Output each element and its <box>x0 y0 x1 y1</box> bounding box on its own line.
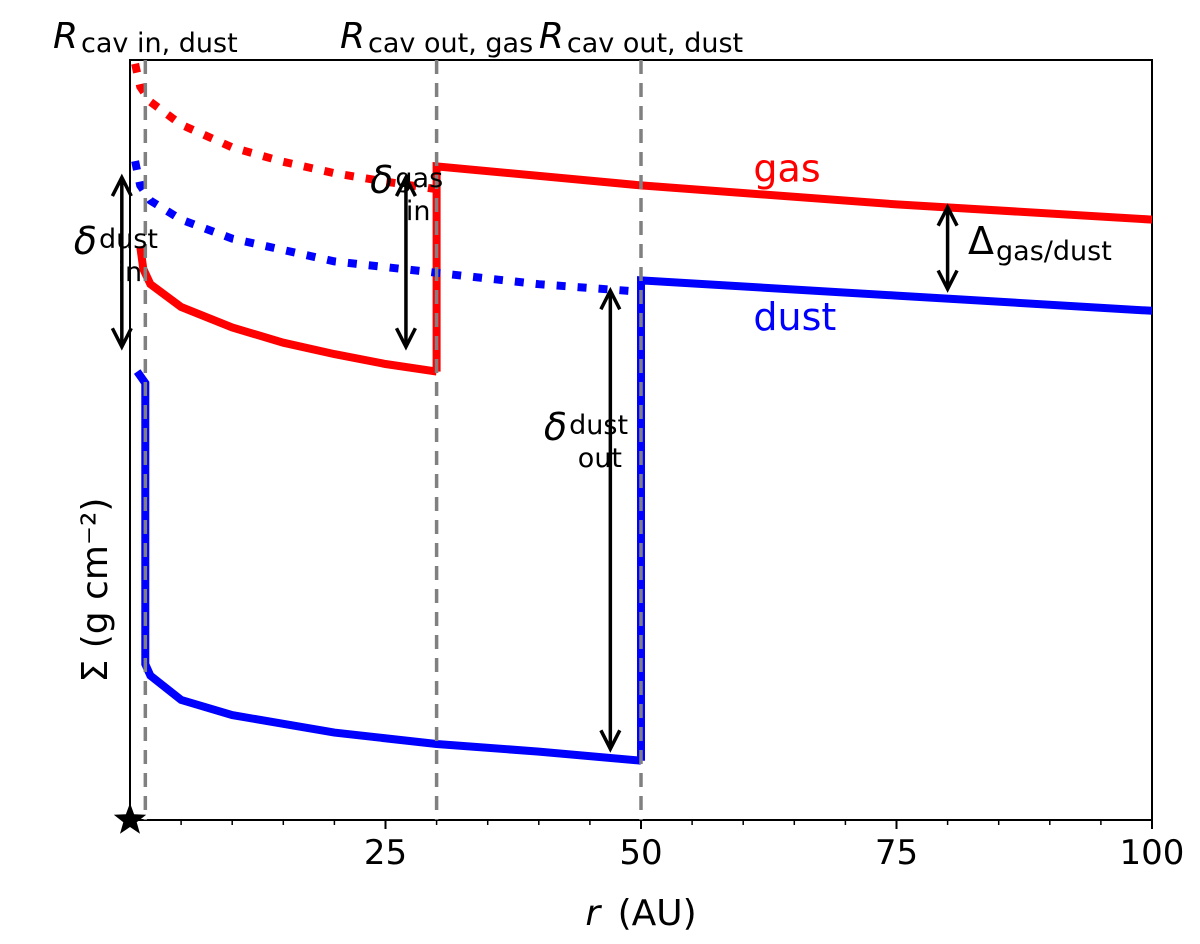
dust-profile-dotted-1 <box>131 160 642 296</box>
x-tick-label-100: 100 <box>1120 833 1185 873</box>
guide-layer <box>143 60 643 820</box>
plot-area: 25 50 75 100 <box>129 59 1185 873</box>
arrow-layer <box>110 173 959 753</box>
contrast-label-3: δdust <box>544 405 628 449</box>
star-icon <box>113 803 147 834</box>
x-axis-label: r (AU) <box>585 893 696 934</box>
x-tick-label-25: 25 <box>364 833 407 873</box>
series-layer <box>131 62 1153 765</box>
contrast-label-2: δgas <box>370 158 443 202</box>
gas-annotation: gas <box>753 147 820 191</box>
gas-profile-solid-3 <box>432 162 1153 372</box>
contrast-label-3-sub: out <box>578 443 622 474</box>
dust-annotation: dust <box>753 295 836 339</box>
contrast-label-2-sub: in <box>406 196 431 227</box>
contrast-label-4: Δgas/dust <box>968 219 1112 267</box>
dust-profile-solid-3 <box>637 276 1153 761</box>
y-axis-label: Σ (g cm⁻²) <box>75 498 116 683</box>
x-tick-label-75: 75 <box>875 833 918 873</box>
contrast-label-1-sub: in <box>117 257 142 288</box>
x-tick-label-50: 50 <box>619 833 662 873</box>
contrast-label-1: δdust <box>74 219 158 263</box>
